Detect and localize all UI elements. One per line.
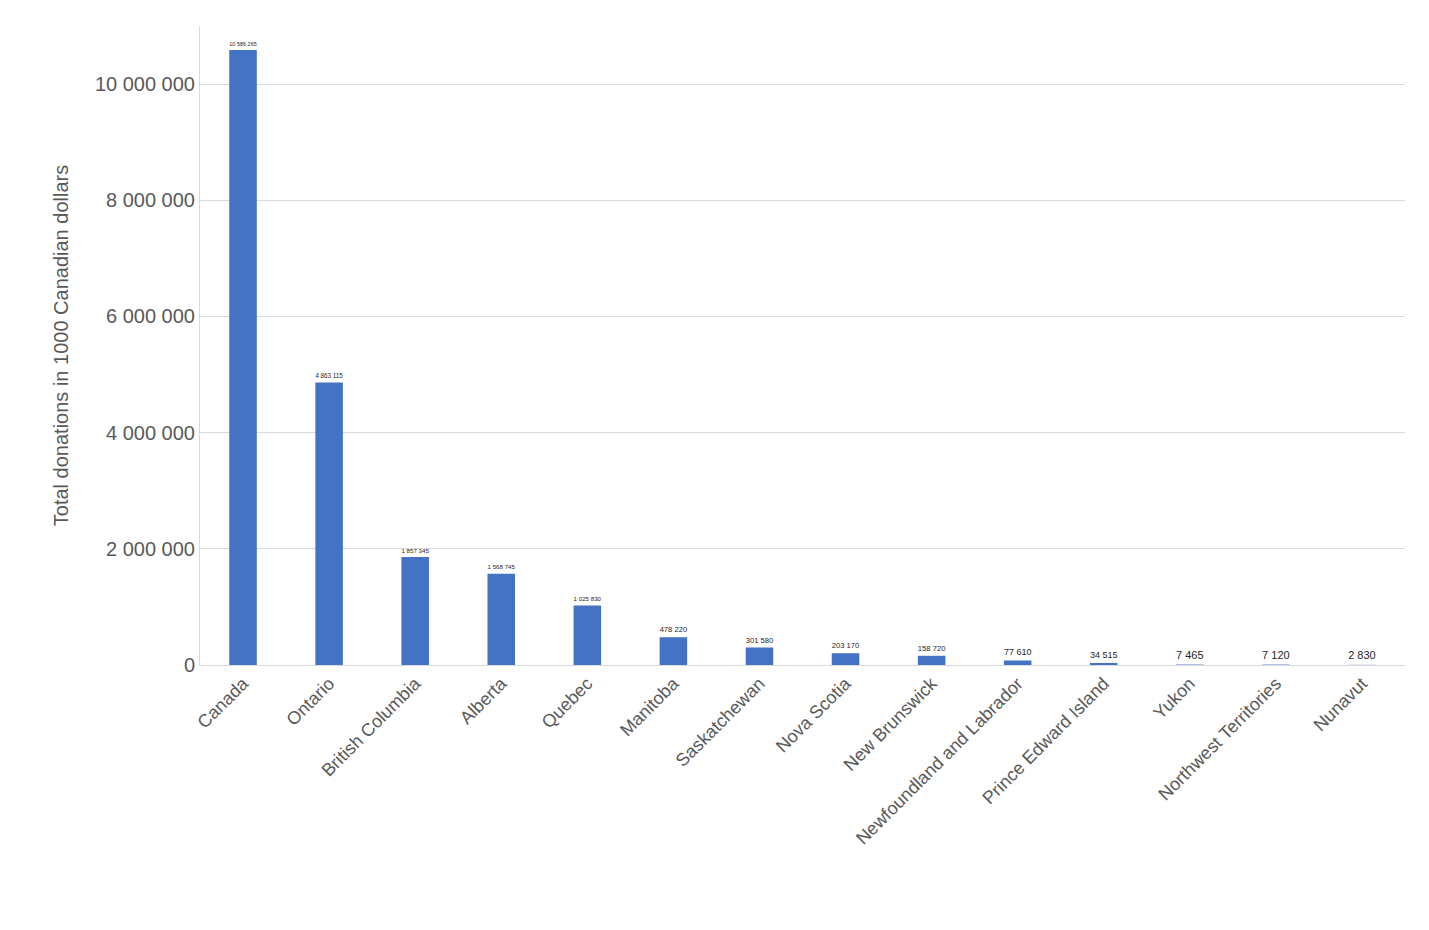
svg-text:Newfoundland and Labrador: Newfoundland and Labrador	[852, 674, 1027, 849]
svg-text:4 000 000: 4 000 000	[106, 422, 195, 444]
svg-text:34 515: 34 515	[1090, 650, 1118, 660]
svg-text:478 220: 478 220	[660, 625, 688, 634]
svg-text:Manitoba: Manitoba	[616, 673, 683, 740]
svg-text:2 830: 2 830	[1348, 649, 1376, 661]
svg-text:Ontario: Ontario	[282, 674, 338, 730]
svg-text:Nunavut: Nunavut	[1310, 674, 1372, 736]
svg-text:203 170: 203 170	[832, 641, 860, 650]
svg-text:7 120: 7 120	[1262, 649, 1290, 661]
svg-text:4 863 115: 4 863 115	[315, 372, 343, 379]
svg-text:1 857 345: 1 857 345	[401, 547, 429, 554]
svg-text:British Columbia: British Columbia	[318, 673, 426, 781]
svg-text:158 720: 158 720	[918, 644, 946, 653]
svg-text:10 586 265: 10 586 265	[229, 41, 257, 47]
svg-text:Nova Scotia: Nova Scotia	[772, 673, 855, 756]
svg-text:1 025 830: 1 025 830	[574, 595, 602, 602]
svg-text:2 000 000: 2 000 000	[106, 538, 195, 560]
svg-text:Prince Edward Island: Prince Edward Island	[979, 674, 1113, 808]
svg-text:6 000 000: 6 000 000	[106, 305, 195, 327]
svg-text:0: 0	[184, 654, 195, 676]
svg-text:Canada: Canada	[193, 673, 252, 732]
svg-text:Total donations in 1000 Canadi: Total donations in 1000 Canadian dollars	[50, 165, 72, 526]
svg-text:10 000 000: 10 000 000	[95, 73, 195, 95]
svg-text:Quebec: Quebec	[538, 674, 597, 733]
svg-text:Alberta: Alberta	[456, 673, 511, 728]
svg-text:8 000 000: 8 000 000	[106, 189, 195, 211]
svg-text:Northwest Territories: Northwest Territories	[1154, 674, 1285, 805]
svg-text:1 568 745: 1 568 745	[488, 563, 516, 570]
svg-text:Saskatchewan: Saskatchewan	[672, 674, 769, 771]
svg-text:77 610: 77 610	[1004, 647, 1032, 657]
svg-text:7 465: 7 465	[1176, 649, 1204, 661]
svg-text:Yukon: Yukon	[1149, 674, 1199, 724]
svg-text:New Brunswick: New Brunswick	[840, 673, 942, 775]
svg-text:301 580: 301 580	[746, 636, 774, 645]
